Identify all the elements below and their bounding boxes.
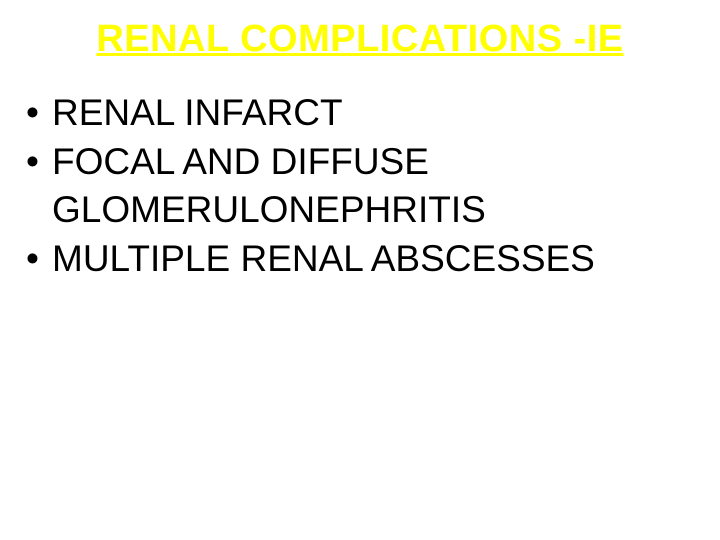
bullet-item: FOCAL AND DIFFUSE GLOMERULONEPHRITIS bbox=[24, 138, 700, 233]
bullet-item: RENAL INFARCT bbox=[24, 89, 700, 136]
bullet-text: FOCAL AND DIFFUSE GLOMERULONEPHRITIS bbox=[52, 141, 486, 229]
bullet-item: MULTIPLE RENAL ABSCESSES bbox=[24, 235, 700, 282]
bullet-text: RENAL INFARCT bbox=[52, 92, 343, 133]
bullet-text: MULTIPLE RENAL ABSCESSES bbox=[52, 238, 595, 279]
slide-title: RENAL COMPLICATIONS -IE bbox=[20, 18, 700, 61]
bullet-list: RENAL INFARCT FOCAL AND DIFFUSE GLOMERUL… bbox=[20, 89, 700, 282]
slide-container: RENAL COMPLICATIONS -IE RENAL INFARCT FO… bbox=[0, 0, 720, 540]
